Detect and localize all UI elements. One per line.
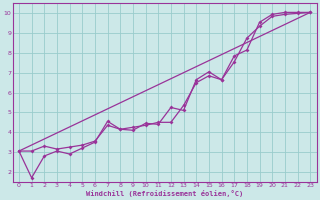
X-axis label: Windchill (Refroidissement éolien,°C): Windchill (Refroidissement éolien,°C) xyxy=(86,190,243,197)
